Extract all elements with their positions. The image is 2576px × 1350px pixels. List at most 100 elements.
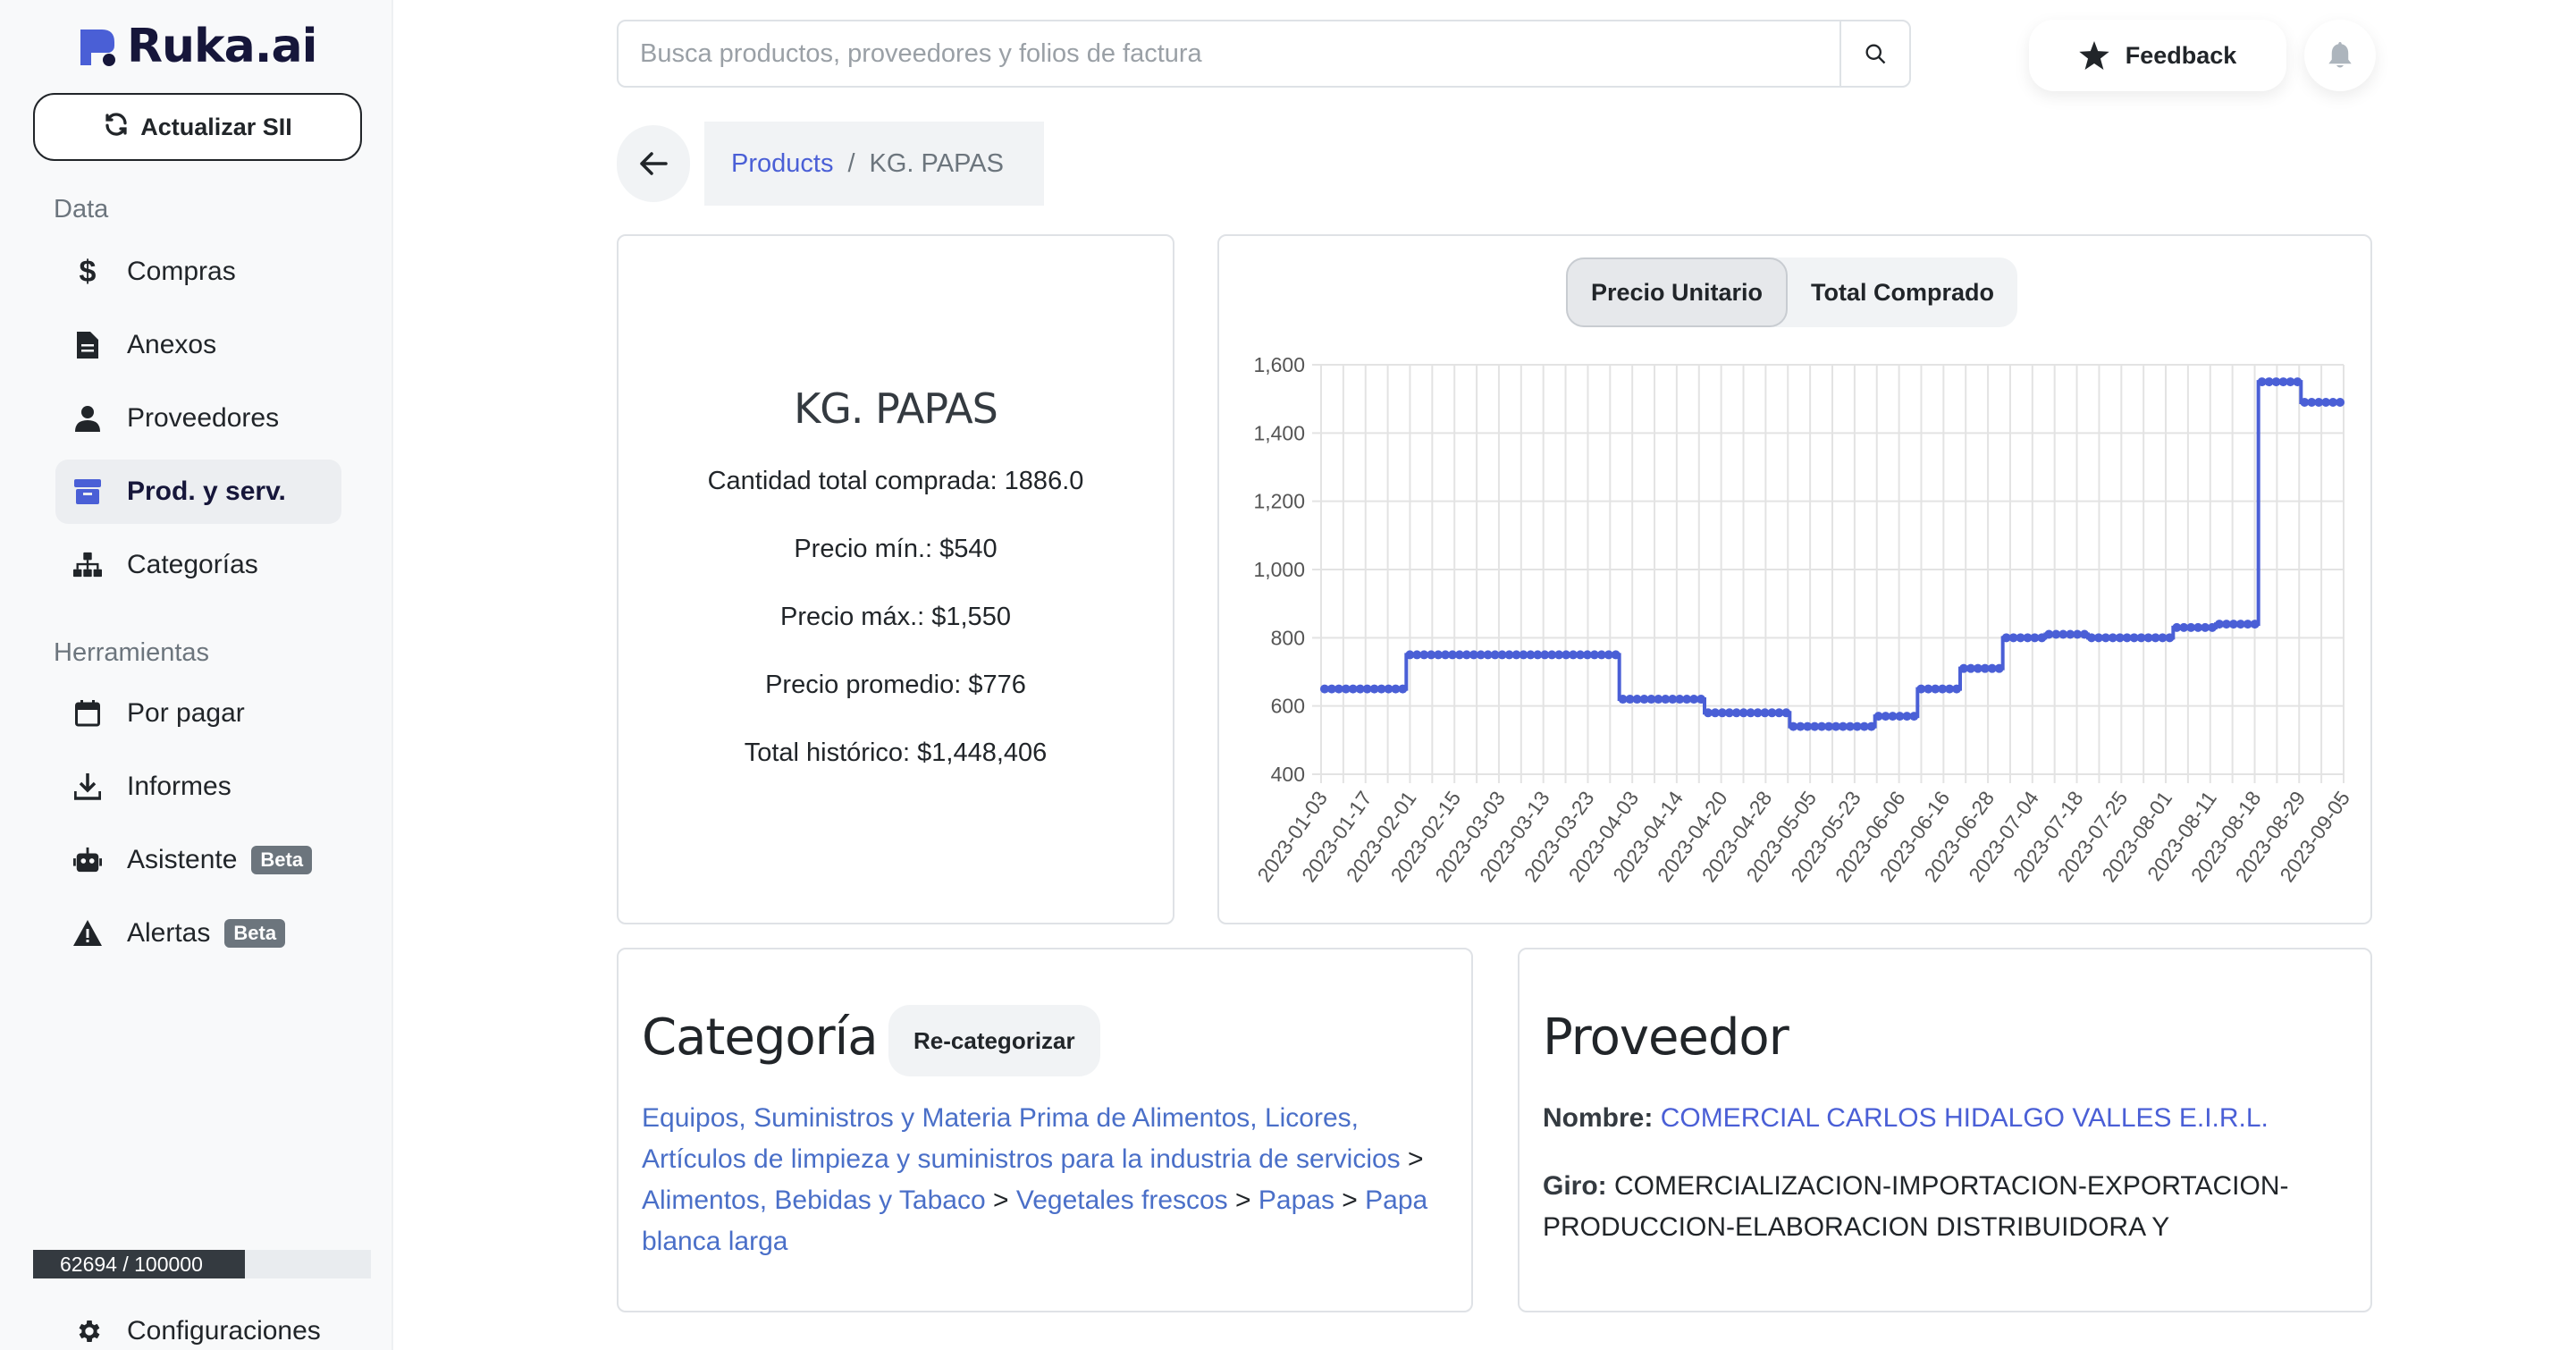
gear-icon (75, 1317, 104, 1346)
settings-label: Configuraciones (127, 1316, 321, 1346)
update-sii-label: Actualizar SII (140, 113, 292, 140)
price-data-point (2143, 633, 2153, 643)
price-data-point (1391, 684, 1401, 694)
price-data-point (1803, 721, 1813, 731)
provider-giro-label: Giro: (1543, 1171, 1614, 1201)
sidebar-item-alertas[interactable]: Alertas Beta (55, 901, 341, 966)
price-data-point (1924, 684, 1933, 694)
price-data-point (1789, 721, 1798, 731)
category-path-separator: > (1400, 1144, 1424, 1174)
search-button[interactable] (1839, 21, 1909, 86)
price-data-point (1562, 650, 1571, 660)
breadcrumb-separator: / (847, 148, 855, 178)
price-data-point (1454, 650, 1464, 660)
sidebar-item-configuraciones[interactable]: Configuraciones (75, 1316, 321, 1346)
price-data-point (1938, 684, 1948, 694)
price-data-point (2122, 633, 2132, 643)
tab-precio-unitario[interactable]: Precio Unitario (1566, 257, 1789, 327)
price-data-point (2080, 629, 2090, 639)
price-data-point (2151, 633, 2160, 643)
provider-name-link[interactable]: COMERCIAL CARLOS HIDALGO VALLES E.I.R.L. (1660, 1103, 2269, 1133)
sidebar-item-informes[interactable]: Informes (55, 755, 341, 819)
price-data-point (1625, 695, 1635, 705)
category-path-link[interactable]: Papa blanca larga (642, 1185, 1428, 1256)
price-data-point (1902, 712, 1912, 721)
price-data-point (1334, 684, 1343, 694)
price-data-point (2100, 633, 2110, 643)
price-data-point (2093, 633, 2103, 643)
price-data-point (2250, 620, 2260, 629)
sidebar-item-compras[interactable]: $ Compras (55, 240, 341, 304)
price-data-point (1845, 721, 1855, 731)
price-data-point (1873, 712, 1883, 721)
refresh-icon (103, 111, 130, 144)
category-path-link[interactable]: Alimentos, Bebidas y Tabaco (642, 1185, 986, 1215)
provider-giro-line: Giro: COMERCIALIZACION-IMPORTACION-EXPOR… (1543, 1166, 2347, 1248)
section-label-data: Data (54, 195, 109, 224)
price-data-point (2215, 620, 2224, 629)
stat-total-quantity: Cantidad total comprada: 1886.0 (707, 467, 1084, 495)
price-data-point (1866, 721, 1876, 731)
sidebar-item-anexos[interactable]: Anexos (55, 313, 341, 377)
calendar-icon (73, 699, 102, 728)
price-data-point (2243, 620, 2252, 629)
usage-quota-text: 62694 / 100000 (60, 1253, 203, 1276)
y-tick-label: 600 (1271, 695, 1305, 718)
price-data-point (1540, 650, 1550, 660)
price-data-point (1959, 663, 1968, 673)
price-data-point (1469, 650, 1478, 660)
price-data-point (2201, 622, 2210, 632)
search-input[interactable] (619, 21, 1843, 86)
price-data-point (1398, 684, 1408, 694)
tab-total-comprado[interactable]: Total Comprado (1811, 278, 1995, 306)
update-sii-button[interactable]: Actualizar SII (33, 93, 362, 161)
recategorize-button[interactable]: Re-categorizar (888, 1005, 1100, 1076)
breadcrumb: Products / KG. PAPAS (704, 122, 1044, 206)
price-data-point (2300, 397, 2310, 407)
price-chart-card: Precio Unitario Total Comprado 400 600 800… (1217, 234, 2372, 924)
sidebar-item-proveedores[interactable]: Proveedores (55, 386, 341, 451)
logo[interactable]: Ruka.ai (79, 20, 317, 73)
category-path-link[interactable]: Equipos, Suministros y Materia Prima de … (642, 1103, 1401, 1174)
price-data-point (1916, 684, 1926, 694)
price-data-point (1519, 650, 1528, 660)
robot-icon (73, 846, 102, 874)
category-path-link[interactable]: Vegetales frescos (1015, 1185, 1228, 1215)
y-tick-label: 1,000 (1253, 558, 1305, 581)
price-data-point (1945, 684, 1955, 694)
price-data-point (1852, 721, 1862, 731)
category-path-link[interactable]: Papas (1258, 1185, 1334, 1215)
sidebar-item-categorias[interactable]: Categorías (55, 533, 341, 597)
arrow-left-icon (639, 151, 668, 176)
feedback-button[interactable]: Feedback (2029, 20, 2286, 91)
back-button[interactable] (617, 125, 690, 202)
price-data-point (1724, 708, 1734, 718)
sidebar-item-label: Proveedores (127, 403, 280, 433)
stat-avg-price: Precio promedio: $776 (765, 671, 1026, 699)
breadcrumb-link-products[interactable]: Products (731, 148, 834, 178)
price-data-point (1589, 650, 1599, 660)
price-data-point (1554, 650, 1564, 660)
price-data-point (2073, 629, 2083, 639)
price-data-point (1717, 708, 1727, 718)
sidebar-item-por-pagar[interactable]: Por pagar (55, 681, 341, 746)
sidebar-item-asistente[interactable]: Asistente Beta (55, 828, 341, 892)
price-line-chart: 4006008001,0001,2001,4001,6002023-01-032… (1252, 353, 2354, 886)
notifications-button[interactable] (2304, 20, 2376, 91)
price-data-point (1461, 650, 1471, 660)
breadcrumb-current: KG. PAPAS (869, 148, 1004, 178)
section-label-tools: Herramientas (54, 638, 210, 667)
stat-max-price: Precio máx.: $1,550 (780, 603, 1011, 631)
category-path-separator: > (1334, 1185, 1366, 1215)
sidebar-item-productos[interactable]: Prod. y serv. (55, 460, 341, 524)
price-data-point (1618, 695, 1628, 705)
price-data-point (1696, 695, 1706, 705)
price-data-point (1646, 695, 1656, 705)
product-summary-card: KG. PAPAS Cantidad total comprada: 1886.… (617, 234, 1174, 924)
price-data-point (2087, 633, 2096, 643)
price-data-point (1682, 695, 1692, 705)
price-data-point (2008, 633, 2018, 643)
price-data-point (1533, 650, 1543, 660)
price-data-point (2264, 377, 2274, 387)
price-data-point (1675, 695, 1685, 705)
